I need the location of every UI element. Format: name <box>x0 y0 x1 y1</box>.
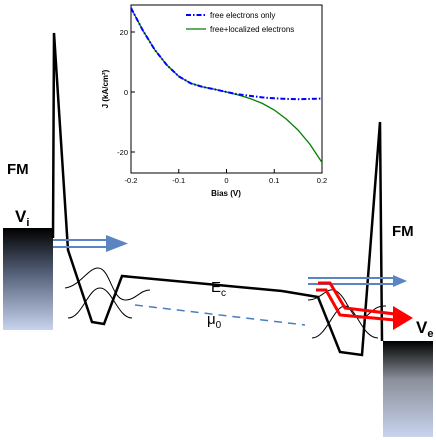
x-tick-label: 0.2 <box>317 176 327 185</box>
x-tick-label: 0.1 <box>269 176 279 185</box>
x-tick-label: -0.2 <box>125 176 138 185</box>
inset-y-axis-label: J (kA/cm²) <box>101 69 110 108</box>
left-voltage-label: Vi <box>15 207 29 229</box>
series-localized-electrons-line <box>130 7 323 163</box>
right-barrier-profile <box>281 121 384 357</box>
left-fm-label: FM <box>7 161 29 178</box>
localized-electron-arrow <box>316 281 413 330</box>
y-tick-label: 20 <box>120 28 128 37</box>
legend-label: free electrons only <box>210 11 275 20</box>
right-electrode <box>383 341 433 437</box>
inset-x-axis-label: Bias (V) <box>211 189 241 198</box>
inset-jv-chart: -0.2 -0.1 0 0.1 0.2 20 0 -20 Bias (V) J (kA/cm²… <box>101 4 327 198</box>
y-tick-label: -20 <box>117 148 128 157</box>
inset-legend: free electrons only free+localized electr… <box>186 11 294 34</box>
left-free-electron-arrow <box>53 235 128 252</box>
right-free-electron-arrow <box>308 275 407 287</box>
right-voltage-label: Ve <box>416 318 433 340</box>
x-tick-label: -0.1 <box>172 176 185 185</box>
left-well-wavefunction-2 <box>67 287 133 319</box>
left-barrier-profile <box>51 32 283 326</box>
inset-plot-frame <box>130 4 323 174</box>
legend-label: free+localized electrons <box>210 25 294 34</box>
x-tick-label: 0 <box>224 176 228 185</box>
left-well-wavefunction-1 <box>64 267 151 301</box>
chemical-potential-label: μ0 <box>207 311 222 331</box>
y-tick-label: 0 <box>124 88 128 97</box>
chemical-potential-line <box>134 304 306 326</box>
left-electrode <box>3 228 53 330</box>
conduction-band-label: Ec <box>211 279 226 299</box>
right-fm-label: FM <box>392 223 414 240</box>
